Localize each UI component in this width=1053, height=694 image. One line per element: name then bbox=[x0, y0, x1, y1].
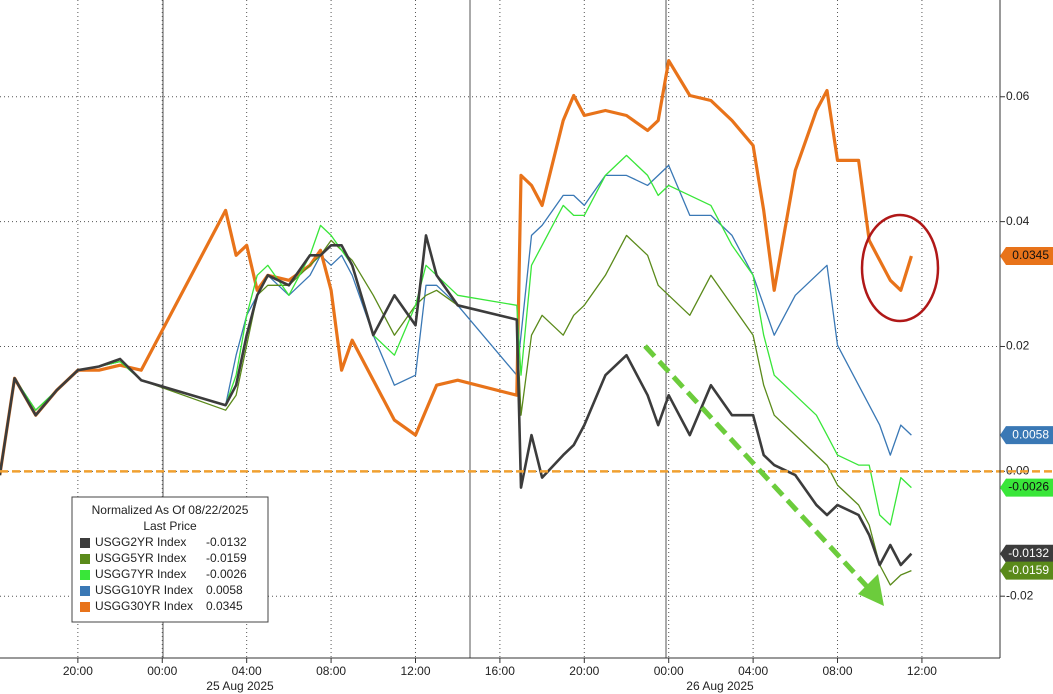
value-tag bbox=[1000, 544, 1053, 563]
legend-swatch bbox=[80, 602, 90, 612]
legend-swatch bbox=[80, 570, 90, 580]
value-tag-label: 0.0345 bbox=[1012, 248, 1049, 262]
legend-swatch bbox=[80, 538, 90, 548]
y-tick-label: 0.04 bbox=[1006, 214, 1030, 228]
series-line bbox=[0, 234, 913, 567]
legend-label: USGG10YR Index bbox=[95, 583, 193, 597]
series-line bbox=[0, 234, 912, 586]
legend-subtitle: Last Price bbox=[143, 519, 197, 533]
y-tick-label: 0.00 bbox=[1006, 464, 1030, 478]
trend-arrow bbox=[643, 344, 874, 594]
value-tag-label: -0.0132 bbox=[1008, 546, 1049, 560]
legend-value: 0.0345 bbox=[206, 599, 243, 613]
y-tick-label: 0.06 bbox=[1006, 89, 1030, 103]
highlight-circle bbox=[860, 213, 940, 323]
date-label: 25 Aug 2025 bbox=[206, 679, 274, 693]
grid: 0.06 0.04 0.02 0.00 -0.02 20:00 00:00 04:00 08:0… bbox=[0, 0, 1034, 678]
legend-value: -0.0159 bbox=[206, 551, 247, 565]
value-tags: -0.0132 -0.0159 -0.0026 0.0058 0.0345 bbox=[1000, 246, 1053, 580]
x-tick-label: 08:00 bbox=[823, 664, 853, 678]
legend-label: USGG30YR Index bbox=[95, 599, 193, 613]
x-tick-label: 08:00 bbox=[316, 664, 346, 678]
y-tick-label: -0.02 bbox=[1006, 588, 1034, 602]
value-tag bbox=[1000, 246, 1053, 265]
legend: Normalized As Of 08/22/2025 Last Price U… bbox=[71, 496, 269, 623]
value-tag bbox=[1000, 426, 1053, 445]
series-line bbox=[0, 154, 912, 526]
legend-value: -0.0026 bbox=[206, 567, 247, 581]
legend-value: -0.0132 bbox=[206, 535, 247, 549]
x-tick-label: 20:00 bbox=[63, 664, 93, 678]
value-tag-label: 0.0058 bbox=[1012, 427, 1049, 441]
x-tick-label: 00:00 bbox=[147, 664, 177, 678]
legend-label: USGG5YR Index bbox=[95, 551, 186, 565]
legend-label: USGG2YR Index bbox=[95, 535, 186, 549]
legend-box bbox=[71, 496, 269, 623]
trend-arrow-head bbox=[858, 574, 884, 606]
x-tick-label: 16:00 bbox=[485, 664, 515, 678]
legend-swatch bbox=[80, 586, 90, 596]
value-tag bbox=[1000, 561, 1053, 580]
series-line bbox=[0, 59, 913, 476]
x-tick-label: 12:00 bbox=[907, 664, 937, 678]
x-tick-label: 04:00 bbox=[232, 664, 262, 678]
y-tick-label: 0.02 bbox=[1006, 339, 1030, 353]
legend-title: Normalized As Of 08/22/2025 bbox=[92, 503, 249, 517]
value-tag-label: -0.0159 bbox=[1008, 563, 1049, 577]
date-label: 26 Aug 2025 bbox=[686, 679, 754, 693]
x-tick-label: 00:00 bbox=[654, 664, 684, 678]
x-tick-label: 12:00 bbox=[400, 664, 430, 678]
legend-value: 0.0058 bbox=[206, 583, 243, 597]
value-tag-label: -0.0026 bbox=[1008, 480, 1049, 494]
value-tag bbox=[1000, 478, 1053, 497]
plot-lines bbox=[0, 59, 1053, 586]
series-line bbox=[0, 164, 912, 476]
x-tick-label: 20:00 bbox=[569, 664, 599, 678]
legend-label: USGG7YR Index bbox=[95, 567, 186, 581]
legend-swatch bbox=[80, 554, 90, 564]
x-tick-label: 04:00 bbox=[738, 664, 768, 678]
